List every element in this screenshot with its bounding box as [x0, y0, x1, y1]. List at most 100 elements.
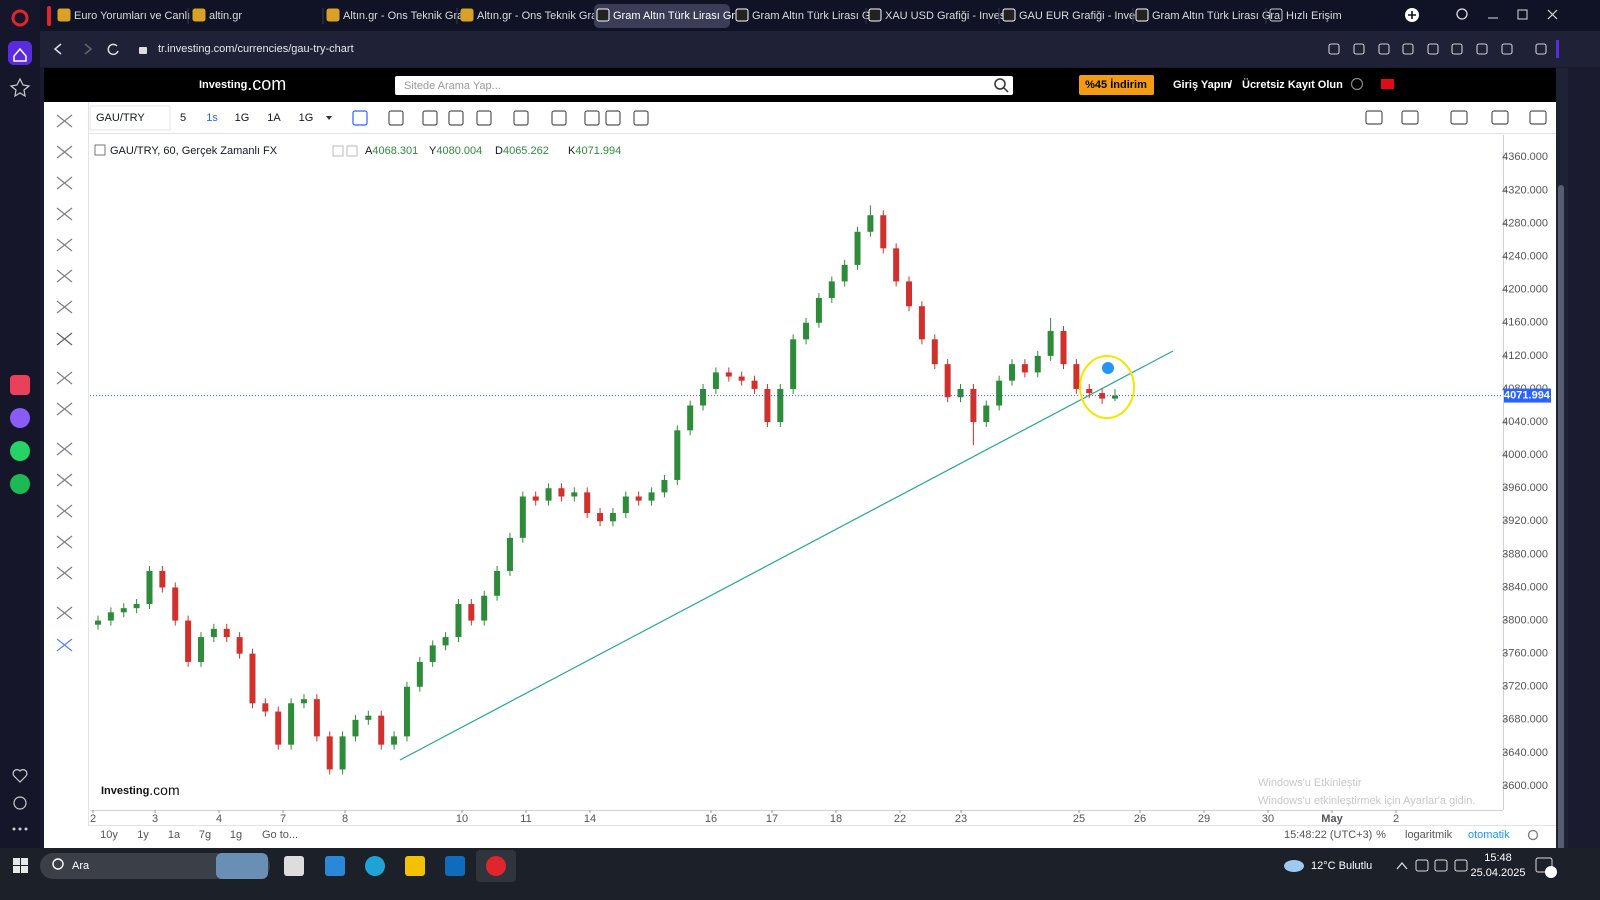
login-link[interactable]: Giriş Yapın: [1173, 79, 1231, 91]
interval-button[interactable]: 1G: [235, 112, 250, 124]
more-dot[interactable]: [18, 827, 22, 831]
more-dot[interactable]: [12, 827, 16, 831]
toolbar-tool[interactable]: [584, 110, 600, 126]
tray-icon[interactable]: [1454, 859, 1468, 872]
drawing-tool[interactable]: [56, 473, 73, 487]
toolbar-right-tool[interactable]: [1529, 110, 1547, 125]
toolbar-tool[interactable]: [448, 110, 464, 126]
address-icon[interactable]: [1353, 43, 1365, 55]
toolbar-tool[interactable]: [422, 110, 438, 126]
weather[interactable]: 12°C Bulutlu: [1311, 860, 1372, 872]
heart-icon[interactable]: [12, 769, 28, 783]
address-icon[interactable]: [1427, 43, 1439, 55]
register-link[interactable]: Ücretsiz Kayıt Olun: [1242, 78, 1343, 91]
drawing-tool[interactable]: [56, 269, 73, 283]
drawing-tool[interactable]: [56, 566, 73, 580]
range-button[interactable]: 1g: [230, 829, 242, 841]
aria-icon[interactable]: [10, 375, 30, 395]
drawing-tool[interactable]: [56, 371, 73, 385]
taskbar-search[interactable]: Ara: [72, 860, 90, 872]
drawing-tool[interactable]: [56, 114, 73, 128]
tab-title[interactable]: Hızlı Erişim: [1286, 10, 1342, 22]
interval-button[interactable]: 1s: [206, 112, 218, 124]
percent-toggle[interactable]: %: [1376, 829, 1386, 841]
trend-line[interactable]: [399, 350, 1174, 761]
history-icon[interactable]: [13, 796, 27, 810]
clock-time[interactable]: 15:48: [1484, 852, 1512, 864]
explorer-icon[interactable]: [405, 856, 425, 876]
symbol[interactable]: GAU/TRY: [96, 112, 145, 124]
address-icon[interactable]: [1535, 43, 1547, 55]
whatsapp-icon[interactable]: [10, 441, 30, 461]
clock-date[interactable]: 25.04.2025: [1470, 867, 1525, 879]
site-logo[interactable]: Investing.com: [199, 74, 286, 94]
close-window[interactable]: [1547, 9, 1558, 20]
tab-title[interactable]: XAU USD Grafiği - Invest: [885, 10, 1008, 22]
toolbar-tool[interactable]: [388, 110, 404, 126]
tab-title[interactable]: Gram Altın Türk Lirası Gra: [1152, 10, 1281, 22]
address-icon[interactable]: [1402, 43, 1414, 55]
interval-dropdown[interactable]: [326, 116, 332, 120]
toolbar-tool[interactable]: [513, 110, 529, 126]
drawing-tool[interactable]: [56, 332, 73, 346]
chart-title[interactable]: GAU/TRY, 60, Gerçek Zamanlı FX: [110, 145, 278, 157]
notification-icon[interactable]: [1535, 857, 1553, 873]
tab-title[interactable]: altin.gr: [209, 10, 242, 22]
toolbar-tool[interactable]: [551, 110, 567, 126]
interval-button[interactable]: 1A: [267, 112, 281, 124]
search-box[interactable]: [395, 76, 1013, 95]
pin-icon[interactable]: [9, 77, 31, 98]
drawing-tool[interactable]: [56, 300, 73, 314]
tab-title[interactable]: Gram Altın Türk Lirası Gra: [613, 10, 742, 22]
search-tabs[interactable]: [1456, 8, 1468, 20]
goto-button[interactable]: Go to...: [262, 829, 298, 841]
drawing-tool[interactable]: [56, 535, 73, 549]
tab-title[interactable]: Gram Altın Türk Lirası Gra: [752, 10, 881, 22]
toolbar-right-tool[interactable]: [1365, 110, 1383, 125]
drawing-tool[interactable]: [56, 606, 73, 620]
mail-icon[interactable]: [445, 856, 465, 876]
tray-icon[interactable]: [1415, 859, 1429, 872]
drawing-tool[interactable]: [56, 238, 73, 252]
tray-chevron[interactable]: [1396, 861, 1408, 870]
range-button[interactable]: 1a: [168, 829, 181, 841]
tray-icon[interactable]: [1434, 859, 1448, 872]
range-button[interactable]: 7g: [199, 829, 211, 841]
event-badge[interactable]: [1102, 362, 1114, 374]
toolbar-tool[interactable]: [633, 110, 649, 126]
search-placeholder[interactable]: Sitede Arama Yap...: [404, 80, 501, 92]
drawing-tool[interactable]: [56, 207, 73, 221]
toolbar-right-tool[interactable]: [1491, 110, 1509, 125]
tab-title[interactable]: Altın.gr - Ons Teknik Grafi: [477, 10, 603, 22]
range-button[interactable]: 1y: [137, 829, 149, 841]
address-icon[interactable]: [1501, 43, 1513, 55]
back-button[interactable]: [53, 43, 62, 55]
maximize[interactable]: [1517, 9, 1528, 20]
active-tab[interactable]: [594, 4, 730, 28]
settings-icon[interactable]: [1527, 829, 1539, 841]
messenger-icon[interactable]: [10, 408, 30, 428]
auto-toggle[interactable]: otomatik: [1468, 829, 1510, 841]
toolbar-tool[interactable]: [476, 110, 492, 126]
clock-icon[interactable]: [1350, 77, 1364, 91]
drawing-tool[interactable]: [56, 145, 73, 159]
symbol-box[interactable]: [89, 105, 171, 131]
address-icon[interactable]: [1378, 43, 1390, 55]
toolbar-right-tool[interactable]: [1450, 110, 1468, 125]
address-icon[interactable]: [1451, 43, 1463, 55]
opera-logo[interactable]: [11, 9, 29, 27]
highlight-circle[interactable]: [1079, 355, 1135, 419]
range-button[interactable]: 10y: [100, 829, 118, 841]
drawing-tool[interactable]: [56, 638, 73, 652]
tab-title[interactable]: GAU EUR Grafiği - Invest: [1019, 10, 1144, 22]
toolbar-tool[interactable]: [605, 110, 621, 126]
search-field[interactable]: [40, 853, 270, 879]
store-icon[interactable]: [325, 856, 345, 876]
interval-button[interactable]: 1G: [299, 112, 314, 124]
url[interactable]: tr.investing.com/currencies/gau-try-char…: [158, 43, 354, 55]
drawing-tool[interactable]: [56, 402, 73, 416]
discount-button[interactable]: [1079, 75, 1154, 95]
tab-title[interactable]: Altın.gr - Ons Teknik Grafi: [343, 10, 469, 22]
address-icon[interactable]: [1476, 43, 1488, 55]
drawing-tool[interactable]: [56, 504, 73, 518]
